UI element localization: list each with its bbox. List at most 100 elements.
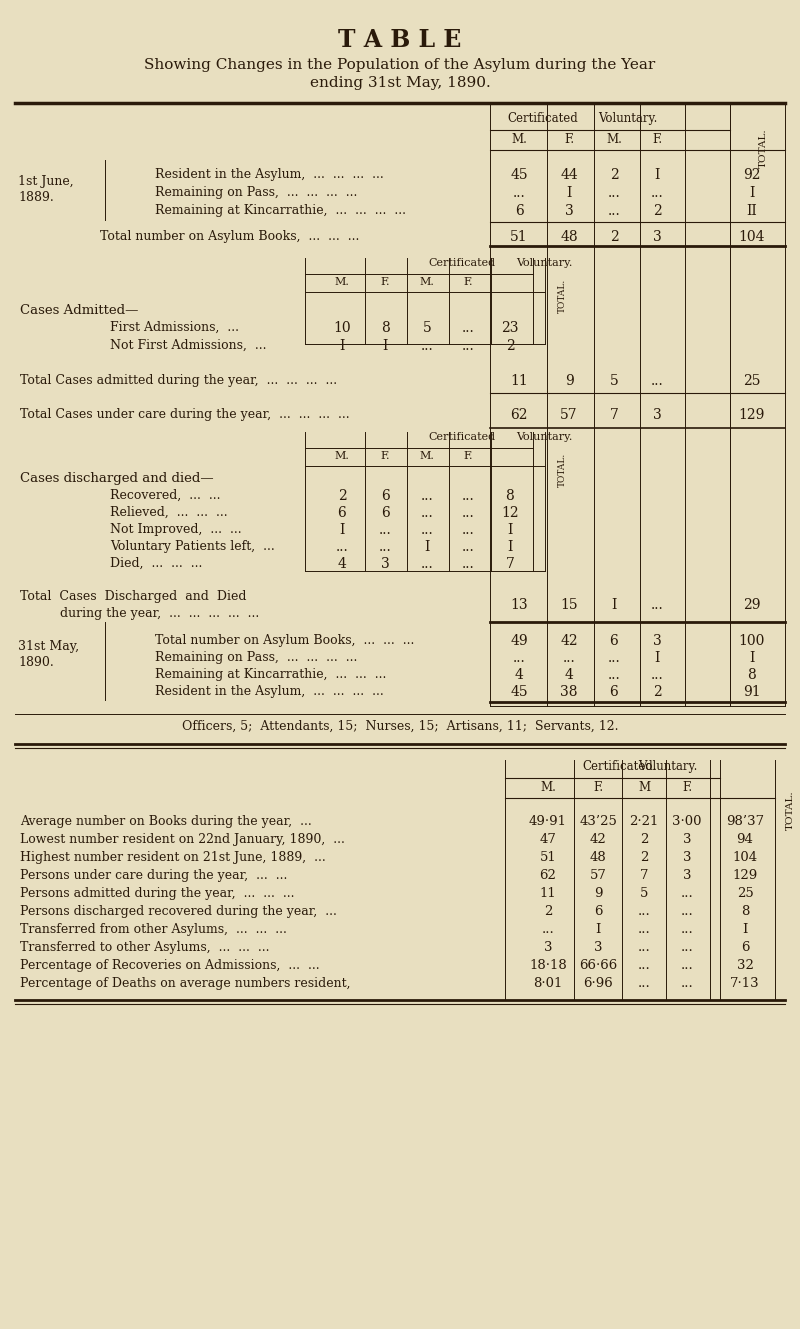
Text: M.: M.: [511, 133, 527, 146]
Text: Not Improved,  ...  ...: Not Improved, ... ...: [110, 524, 242, 536]
Text: M: M: [638, 781, 650, 793]
Text: 8: 8: [741, 905, 749, 918]
Text: ...: ...: [336, 540, 348, 554]
Text: Remaining at Kincarrathie,  ...  ...  ...  ...: Remaining at Kincarrathie, ... ... ... .…: [155, 203, 406, 217]
Text: Voluntary.: Voluntary.: [516, 432, 572, 443]
Text: 4: 4: [565, 668, 574, 682]
Text: Resident in the Asylum,  ...  ...  ...  ...: Resident in the Asylum, ... ... ... ...: [155, 684, 384, 698]
Text: 3: 3: [653, 230, 662, 245]
Text: Transferred to other Asylums,  ...  ...  ...: Transferred to other Asylums, ... ... ..…: [20, 941, 270, 954]
Text: ...: ...: [421, 557, 434, 571]
Text: 7: 7: [506, 557, 514, 571]
Text: ...: ...: [462, 506, 474, 520]
Text: 3·00: 3·00: [672, 815, 702, 828]
Text: 25: 25: [743, 373, 761, 388]
Text: 51: 51: [510, 230, 528, 245]
Text: 38: 38: [560, 684, 578, 699]
Text: Not First Admissions,  ...: Not First Admissions, ...: [110, 339, 266, 352]
Text: 4: 4: [514, 668, 523, 682]
Text: ...: ...: [608, 651, 620, 664]
Text: 49: 49: [510, 634, 528, 649]
Text: 2: 2: [653, 203, 662, 218]
Text: Certificated: Certificated: [429, 258, 495, 268]
Text: 3: 3: [653, 408, 662, 423]
Text: ...: ...: [681, 977, 694, 990]
Text: 62: 62: [539, 869, 557, 882]
Text: 3: 3: [381, 557, 390, 571]
Text: 42: 42: [560, 634, 578, 649]
Text: 2: 2: [610, 167, 618, 182]
Text: 6: 6: [610, 684, 618, 699]
Text: Percentage of Deaths on average numbers resident,: Percentage of Deaths on average numbers …: [20, 977, 350, 990]
Text: ...: ...: [462, 540, 474, 554]
Text: 100: 100: [739, 634, 765, 649]
Text: 8: 8: [506, 489, 514, 502]
Text: 2: 2: [640, 851, 648, 864]
Text: Total  Cases  Discharged  and  Died: Total Cases Discharged and Died: [20, 590, 246, 603]
Text: 98’37: 98’37: [726, 815, 764, 828]
Text: ...: ...: [462, 557, 474, 571]
Text: 7: 7: [640, 869, 648, 882]
Text: ...: ...: [681, 960, 694, 971]
Text: 42: 42: [590, 833, 606, 847]
Text: 57: 57: [590, 869, 606, 882]
Text: 51: 51: [540, 851, 556, 864]
Text: 6: 6: [514, 203, 523, 218]
Text: I: I: [654, 651, 660, 664]
Text: 23: 23: [502, 322, 518, 335]
Text: Transferred from other Asylums,  ...  ...  ...: Transferred from other Asylums, ... ... …: [20, 924, 287, 936]
Text: F.: F.: [682, 781, 692, 793]
Text: F.: F.: [593, 781, 603, 793]
Text: ending 31st May, 1890.: ending 31st May, 1890.: [310, 76, 490, 90]
Text: Voluntary.: Voluntary.: [598, 112, 658, 125]
Text: ...: ...: [608, 668, 620, 682]
Text: I: I: [382, 339, 388, 354]
Text: Total Cases admitted during the year,  ...  ...  ...  ...: Total Cases admitted during the year, ..…: [20, 373, 337, 387]
Text: F.: F.: [463, 451, 473, 461]
Text: 3: 3: [682, 869, 691, 882]
Text: ...: ...: [513, 186, 526, 199]
Text: ...: ...: [638, 924, 650, 936]
Text: ...: ...: [378, 540, 391, 554]
Text: ...: ...: [462, 524, 474, 537]
Text: Voluntary Patients left,  ...: Voluntary Patients left, ...: [110, 540, 274, 553]
Text: Certificated: Certificated: [429, 432, 495, 443]
Text: 92: 92: [743, 167, 761, 182]
Text: Total number on Asylum Books,  ...  ...  ...: Total number on Asylum Books, ... ... ..…: [155, 634, 414, 647]
Text: ...: ...: [542, 924, 554, 936]
Text: 2: 2: [544, 905, 552, 918]
Text: 11: 11: [540, 886, 556, 900]
Text: Total Cases under care during the year,  ...  ...  ...  ...: Total Cases under care during the year, …: [20, 408, 350, 421]
Text: 12: 12: [501, 506, 519, 520]
Text: ...: ...: [462, 339, 474, 354]
Text: 2: 2: [338, 489, 346, 502]
Text: 8·01: 8·01: [534, 977, 562, 990]
Text: 13: 13: [510, 598, 528, 611]
Text: 6: 6: [741, 941, 750, 954]
Text: Average number on Books during the year,  ...: Average number on Books during the year,…: [20, 815, 312, 828]
Text: M.: M.: [419, 276, 434, 287]
Text: 6: 6: [338, 506, 346, 520]
Text: M.: M.: [419, 451, 434, 461]
Text: 45: 45: [510, 684, 528, 699]
Text: ...: ...: [421, 506, 434, 520]
Text: 91: 91: [743, 684, 761, 699]
Text: I: I: [339, 524, 345, 537]
Text: ...: ...: [681, 886, 694, 900]
Text: 2: 2: [653, 684, 662, 699]
Text: ...: ...: [681, 941, 694, 954]
Text: 6: 6: [381, 489, 390, 502]
Text: 6: 6: [610, 634, 618, 649]
Text: 94: 94: [737, 833, 754, 847]
Text: 31st May,: 31st May,: [18, 641, 79, 653]
Text: 104: 104: [733, 851, 758, 864]
Text: ...: ...: [681, 905, 694, 918]
Text: Lowest number resident on 22nd January, 1890,  ...: Lowest number resident on 22nd January, …: [20, 833, 345, 847]
Text: ...: ...: [638, 960, 650, 971]
Text: Certificated.: Certificated.: [582, 760, 658, 773]
Text: 43’25: 43’25: [579, 815, 617, 828]
Text: Highest number resident on 21st June, 1889,  ...: Highest number resident on 21st June, 18…: [20, 851, 326, 864]
Text: I: I: [424, 540, 430, 554]
Text: 2·21: 2·21: [630, 815, 658, 828]
Text: ...: ...: [421, 524, 434, 537]
